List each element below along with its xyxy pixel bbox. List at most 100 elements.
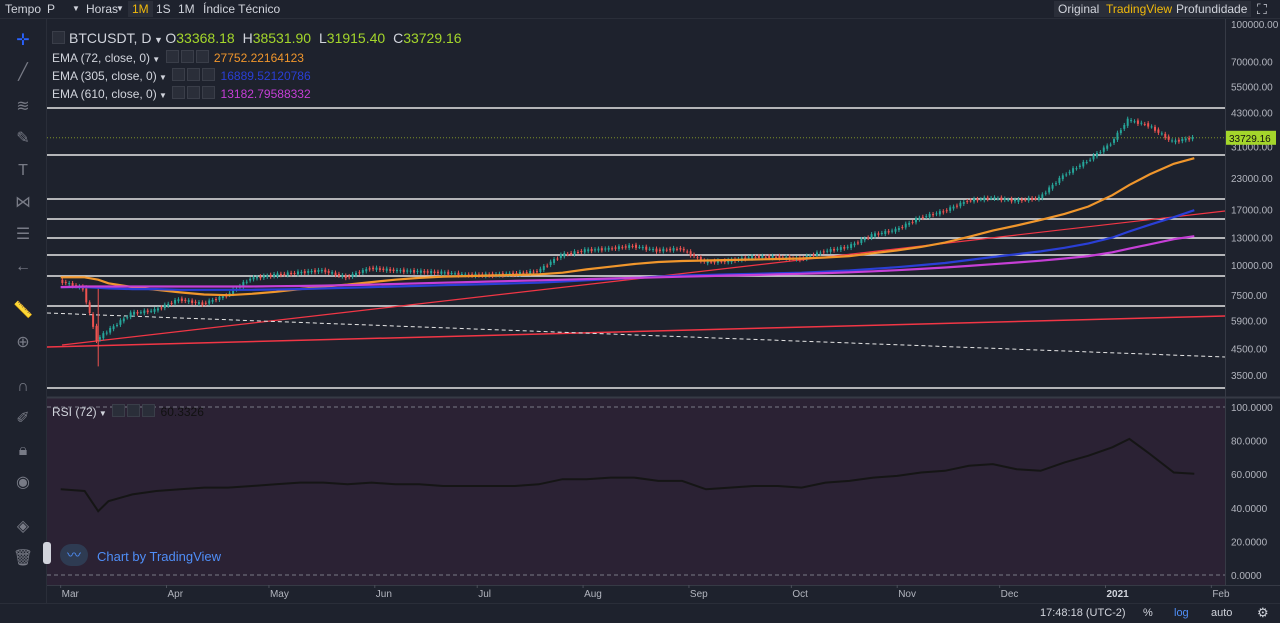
gear-icon[interactable]: ⚙ (1257, 605, 1269, 620)
eye-icon[interactable]: ◉ (16, 474, 30, 491)
prediction-tool-icon[interactable]: ☰ (15, 226, 31, 243)
watermark-text[interactable]: Chart by TradingView (97, 549, 222, 564)
candle-body (1133, 121, 1136, 123)
candle-body (133, 311, 136, 315)
candle-body (197, 302, 200, 304)
symbol-title[interactable]: BTCUSDT, D (69, 30, 152, 46)
candle-body (273, 274, 276, 277)
rsi-visibility-icon[interactable] (112, 404, 126, 417)
timeframe-1m-button[interactable]: 1M (128, 1, 153, 17)
candle-body (88, 302, 91, 314)
price-tick-label: 4500.00 (1231, 345, 1268, 356)
fib-tool-icon[interactable]: ≋ (16, 98, 30, 115)
bottom-toolbar: 17:48:18 (UTC-2) % log auto ⚙ (0, 603, 1280, 623)
collapse-legend-icon[interactable] (52, 31, 65, 44)
log-scale-button[interactable]: log (1174, 607, 1189, 619)
candle-body (457, 272, 460, 276)
magnet-icon[interactable]: ∩ (17, 378, 29, 395)
auto-scale-button[interactable]: auto (1211, 607, 1233, 619)
candle-body (846, 246, 849, 248)
ema72-visibility-icon[interactable] (165, 50, 179, 63)
zoom-in-icon[interactable]: ⊕ (16, 334, 30, 351)
ema305-value: 16889.52120786 (220, 69, 311, 83)
rsi-tick-label: 40.0000 (1231, 504, 1268, 515)
candle-body (307, 270, 310, 273)
candle-body (454, 273, 457, 275)
ema72-close-icon[interactable] (195, 50, 209, 63)
candle-body (682, 248, 685, 251)
brush-icon[interactable]: ✎ (16, 130, 30, 147)
tradingview-view-button[interactable]: TradingView (1102, 1, 1177, 17)
hours-chevron-down-icon[interactable]: ▼ (116, 4, 124, 13)
hours-dropdown[interactable]: Horas (86, 2, 119, 16)
original-view-button[interactable]: Original (1054, 1, 1104, 17)
rsi-close-icon[interactable] (142, 404, 156, 417)
ema610-settings-icon[interactable] (187, 86, 201, 99)
rsi-chevron-down-icon[interactable]: ▼ (96, 409, 107, 418)
candle-body (935, 213, 938, 215)
symbol-chevron-down-icon[interactable]: ▼ (151, 35, 166, 45)
trash-icon[interactable]: 🗑︎ (12, 550, 34, 567)
rsi-settings-icon[interactable] (127, 404, 141, 417)
text-tool-icon[interactable]: T (18, 162, 28, 179)
rsi-label[interactable]: RSI (72) (52, 405, 97, 419)
candle-body (1130, 120, 1133, 122)
percent-scale-button[interactable]: % (1143, 607, 1153, 619)
lock-icon[interactable]: 🔒︎ (18, 442, 28, 459)
candle-body (160, 307, 163, 309)
candle-body (897, 228, 900, 230)
candle-body (1188, 137, 1191, 140)
candle-body (822, 251, 825, 253)
candle-body (655, 248, 658, 252)
candle-body (993, 197, 996, 199)
ema610-label[interactable]: EMA (610, close, 0) (52, 87, 157, 101)
ema72-label[interactable]: EMA (72, close, 0) (52, 51, 151, 65)
indicators-button[interactable]: Índice Técnico (203, 2, 281, 16)
back-arrow-icon[interactable]: ← (15, 258, 31, 275)
low-label: L (318, 30, 327, 46)
timeframe-1s-button[interactable]: 1S (156, 2, 171, 16)
ema610-legend: EMA (610, close, 0) ▼ 13182.79588332 (52, 86, 311, 101)
ema72-settings-icon[interactable] (180, 50, 194, 63)
ruler-icon[interactable]: 📏 (13, 302, 33, 319)
candle-body (385, 268, 388, 271)
ema305-close-icon[interactable] (202, 68, 216, 81)
layers-icon[interactable]: ◈ (16, 518, 30, 535)
period-chevron-down-icon[interactable]: ▼ (72, 4, 80, 13)
price-tick-label: 43000.00 (1231, 108, 1273, 119)
candle-body (751, 256, 754, 259)
ema72-chevron-down-icon[interactable]: ▼ (150, 55, 161, 64)
candle-body (675, 248, 678, 250)
candle-body (870, 234, 873, 238)
rsi-tick-label: 100.0000 (1231, 403, 1273, 414)
candle-body (1041, 194, 1044, 199)
candle-body (720, 261, 723, 263)
candle-body (279, 273, 282, 276)
ema610-close-icon[interactable] (202, 86, 216, 99)
crosshair-icon[interactable]: ✛ (16, 32, 30, 49)
lock-drawing-icon[interactable]: ✐ (16, 410, 30, 427)
pattern-tool-icon[interactable]: ⋈ (15, 194, 31, 211)
ema305-chevron-down-icon[interactable]: ▼ (156, 73, 167, 82)
pane-resize-handle[interactable] (43, 542, 51, 564)
trend-line-icon[interactable]: ╱ (18, 64, 28, 81)
candle-body (853, 243, 856, 246)
candle-body (351, 273, 354, 277)
candle-body (996, 198, 999, 200)
fullscreen-icon[interactable]: ⛶ (1257, 1, 1267, 17)
candle-body (290, 272, 293, 275)
time-tick-label: Sep (690, 589, 708, 600)
candle-body (1072, 168, 1075, 173)
candle-body (658, 249, 661, 252)
ema305-label[interactable]: EMA (305, close, 0) (52, 69, 157, 83)
candle-body (535, 271, 538, 273)
timeframe-1M-button[interactable]: 1M (178, 2, 195, 16)
ema305-settings-icon[interactable] (187, 68, 201, 81)
ema305-visibility-icon[interactable] (172, 68, 186, 81)
ema610-visibility-icon[interactable] (172, 86, 186, 99)
depth-view-button[interactable]: Profundidade (1172, 1, 1252, 17)
ema610-chevron-down-icon[interactable]: ▼ (156, 91, 167, 100)
period-select[interactable]: P (47, 2, 56, 16)
candle-body (856, 242, 859, 244)
